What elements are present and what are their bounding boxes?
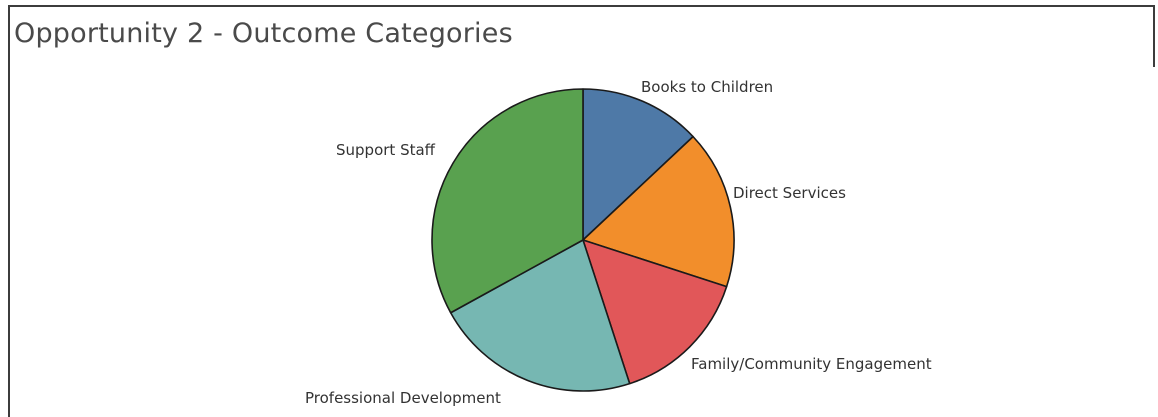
pie-slice-support-staff[interactable] [431, 88, 584, 314]
panel-border-left [8, 5, 10, 417]
pie-slice-professional-development[interactable] [449, 239, 631, 392]
slice-label-direct-services: Direct Services [733, 184, 846, 202]
slice-label-books-to-children: Books to Children [641, 78, 773, 96]
slice-label-professional-development: Professional Development [305, 389, 501, 407]
chart-title: Opportunity 2 - Outcome Categories [14, 18, 513, 49]
slice-label-support-staff: Support Staff [336, 141, 436, 159]
pie-slice-family-community-engagement[interactable] [582, 239, 728, 385]
slice-label-family-community-engagement: Family/Community Engagement [691, 355, 932, 373]
pie-slice-direct-services[interactable] [582, 135, 735, 288]
panel-border-right [1153, 5, 1155, 67]
pie-slice-books-to-children[interactable] [582, 88, 694, 241]
panel-border-top [8, 5, 1155, 7]
pie-slices [431, 88, 735, 392]
pie-labels: Books to Children Direct Services Family/C… [305, 78, 932, 407]
